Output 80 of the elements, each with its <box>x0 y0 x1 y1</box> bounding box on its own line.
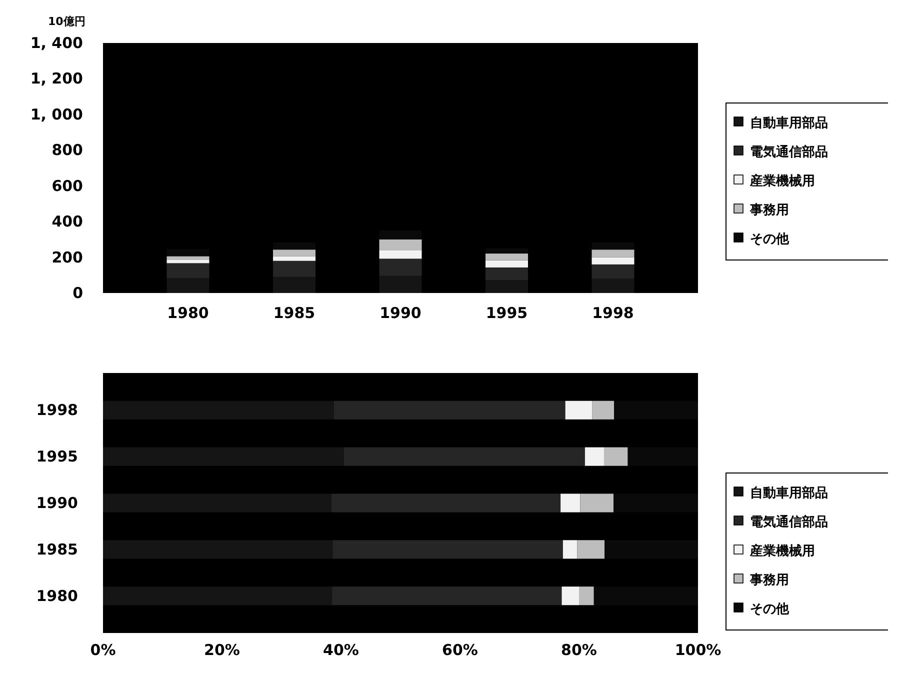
y-tick-label: 200 <box>52 248 83 266</box>
legend-label: 事務用 <box>749 203 789 218</box>
legend-label: その他 <box>750 602 790 617</box>
legend-label: 自動車用部品 <box>750 115 828 131</box>
bar <box>379 230 422 240</box>
bar <box>592 257 634 264</box>
bar <box>334 400 566 420</box>
bar <box>273 260 316 277</box>
bar <box>103 586 332 606</box>
x-tick-label: 80% <box>561 641 597 659</box>
y-tick-label: 1, 200 <box>30 70 83 88</box>
y-tick-label: 0 <box>72 284 83 302</box>
x-tick-label: 0% <box>90 641 116 659</box>
bar <box>331 494 561 512</box>
bar <box>379 258 422 276</box>
x-tick-label: 60% <box>442 641 478 659</box>
bar <box>166 278 210 293</box>
bar <box>486 260 528 268</box>
x-tick-label: 1985 <box>273 304 316 322</box>
bar <box>592 242 634 250</box>
bar <box>592 400 614 420</box>
bar <box>580 494 614 512</box>
x-tick-label: 40% <box>323 641 359 659</box>
bar <box>379 276 422 293</box>
bar <box>103 447 344 466</box>
bar <box>592 278 634 293</box>
bar <box>562 540 578 559</box>
y-tick-label: 1980 <box>36 586 78 605</box>
bar <box>577 540 605 559</box>
y-tick-label: 1, 400 <box>30 34 83 52</box>
y-tick-label: 1995 <box>36 448 78 466</box>
bar <box>604 447 628 466</box>
bar <box>166 260 210 264</box>
x-tick-label: 1998 <box>592 304 634 322</box>
bar <box>486 248 528 254</box>
bar <box>332 540 563 559</box>
bar <box>592 250 634 258</box>
bar <box>332 586 562 606</box>
bar <box>166 249 210 256</box>
bar <box>379 250 422 259</box>
y-tick-label: 1, 000 <box>30 105 83 124</box>
legend-label: その他 <box>750 232 790 247</box>
legend-label: 電気通信部品 <box>750 144 828 160</box>
bar <box>486 280 528 293</box>
x-tick-label: 20% <box>204 641 240 659</box>
bar <box>273 276 316 293</box>
x-tick-label: 1980 <box>167 304 209 322</box>
bar <box>273 250 316 256</box>
y-tick-label: 1990 <box>36 494 78 512</box>
y-tick-label: 600 <box>52 176 83 195</box>
bar <box>560 494 580 512</box>
bar <box>565 400 592 420</box>
bar <box>344 447 585 466</box>
bar <box>166 256 210 260</box>
bar <box>486 254 528 260</box>
x-tick-label: 1995 <box>486 304 528 322</box>
x-tick-label: 1990 <box>380 304 422 322</box>
y-tick-label: 1985 <box>36 540 78 558</box>
bar <box>273 242 316 250</box>
legend-label: 自動車用部品 <box>750 485 828 501</box>
y-tick-label: 1998 <box>36 401 78 420</box>
bar <box>486 267 528 280</box>
bar <box>592 264 634 279</box>
legend-label: 産業機械用 <box>749 173 815 189</box>
y-tick-label: 800 <box>52 141 83 160</box>
bar <box>166 263 210 278</box>
y-axis-title: 10億円 <box>48 15 86 28</box>
legend-label: 電気通信部品 <box>750 514 828 530</box>
bar <box>584 447 604 466</box>
x-tick-label: 100% <box>674 641 722 659</box>
bar <box>562 586 579 606</box>
legend-label: 産業機械用 <box>749 543 815 559</box>
bar <box>103 400 334 420</box>
bar <box>103 540 333 559</box>
legend-label: 事務用 <box>749 573 789 588</box>
bar <box>273 256 316 261</box>
y-tick-label: 400 <box>52 212 83 231</box>
bar <box>103 494 332 512</box>
bar <box>579 586 594 606</box>
bar <box>379 239 422 250</box>
